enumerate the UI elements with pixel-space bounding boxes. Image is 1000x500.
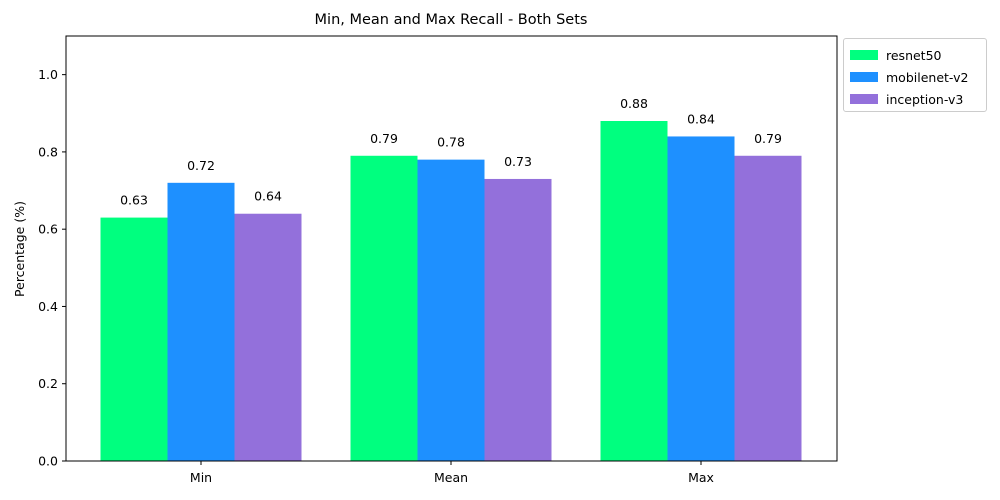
x-tick-label: Max <box>688 470 714 485</box>
data-label: 0.64 <box>254 189 282 204</box>
legend-swatch <box>850 72 878 82</box>
bar-resnet50-max <box>600 121 668 461</box>
bar-mobilenet-v2-min <box>167 182 235 461</box>
bar-resnet50-mean <box>350 155 418 462</box>
y-tick-label: 0.4 <box>38 299 58 314</box>
data-label: 0.88 <box>620 96 648 111</box>
y-tick-label: 1.0 <box>38 67 58 82</box>
bar-inception-v3-mean <box>484 178 552 462</box>
bar-resnet50-min <box>100 217 168 461</box>
legend-swatch <box>850 94 878 104</box>
legend-item-resnet50: resnet50 <box>850 44 980 66</box>
legend-label: mobilenet-v2 <box>886 69 969 85</box>
y-tick-label: 0.0 <box>38 454 58 469</box>
chart-title: Min, Mean and Max Recall - Both Sets <box>315 12 588 28</box>
y-axis-label: Percentage (%) <box>12 201 27 297</box>
y-tick-label: 0.2 <box>38 376 58 391</box>
legend: resnet50 mobilenet-v2 inception-v3 <box>843 38 987 112</box>
data-label: 0.84 <box>687 111 715 126</box>
data-label: 0.63 <box>120 193 148 208</box>
x-tick-label: Mean <box>434 470 468 485</box>
bar-mobilenet-v2-mean <box>417 159 485 462</box>
bar-inception-v3-min <box>234 213 302 461</box>
legend-item-mobilenet-v2: mobilenet-v2 <box>850 66 980 88</box>
y-tick-label: 0.6 <box>38 222 58 237</box>
data-label: 0.72 <box>187 158 215 173</box>
y-tick-label: 0.8 <box>38 144 58 159</box>
legend-label: resnet50 <box>886 47 942 63</box>
data-label: 0.79 <box>370 131 398 146</box>
bar-mobilenet-v2-max <box>667 136 735 462</box>
legend-item-inception-v3: inception-v3 <box>850 88 980 110</box>
data-label: 0.78 <box>437 135 465 150</box>
bar-inception-v3-max <box>734 155 802 462</box>
legend-label: inception-v3 <box>886 91 964 107</box>
data-label: 0.73 <box>504 154 532 169</box>
x-tick-label: Min <box>190 470 212 485</box>
legend-swatch <box>850 50 878 60</box>
plot-area: 0.63 0.79 0.88 0.72 0.78 0.84 0.64 0.73 0.79 0.0 0… <box>38 35 838 485</box>
data-label: 0.79 <box>754 131 782 146</box>
